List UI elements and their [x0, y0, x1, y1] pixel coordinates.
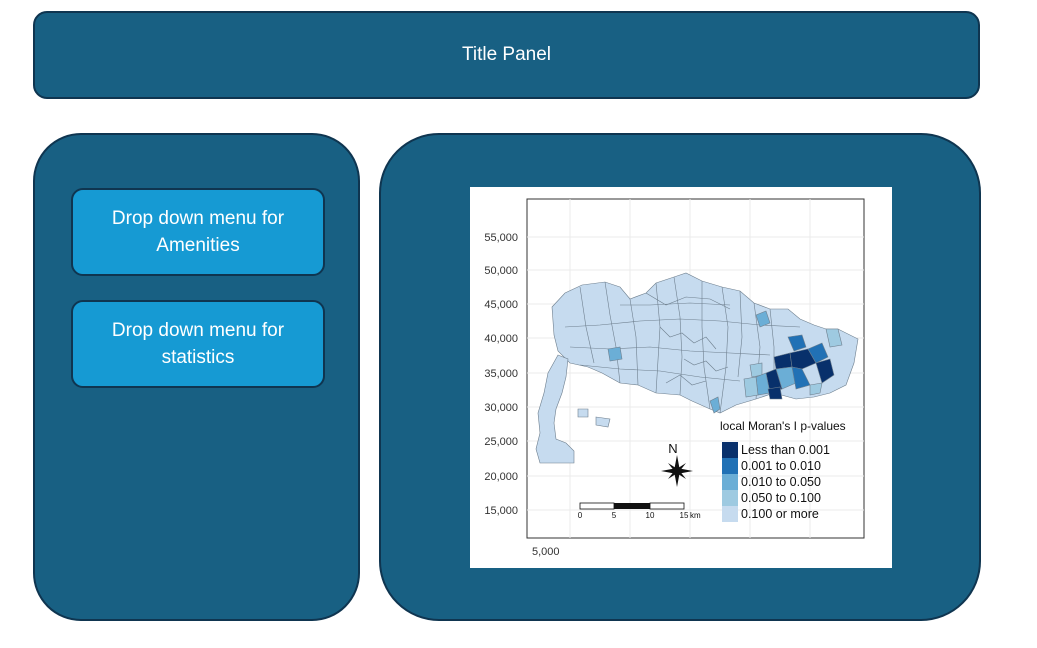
amenities-dropdown-label: Drop down menu for Amenities [111, 208, 285, 256]
scale-tick-label: 10 [646, 511, 655, 520]
title-panel: Title Panel [33, 11, 980, 99]
scale-tick-label: 0 [578, 511, 583, 520]
legend-swatch [722, 474, 738, 490]
scale-tick-label: 5 [612, 511, 617, 520]
choropleth-map: 55,000 50,000 45,000 40,000 35,000 30,00… [470, 187, 892, 568]
title-panel-label: Title Panel [461, 44, 552, 65]
legend-label: 0.010 to 0.050 [741, 475, 821, 489]
scale-tick-label: 15 [680, 511, 689, 520]
y-tick-label: 25,000 [484, 436, 518, 448]
map-legend: local Moran's I p-values Less than 0.001… [720, 419, 846, 522]
scale-bar: 0 5 10 15 km [578, 502, 701, 520]
main-panel: 55,000 50,000 45,000 40,000 35,000 30,00… [379, 133, 981, 621]
legend-swatch [722, 458, 738, 474]
statistics-dropdown-label: Drop down menu for statistics [111, 320, 285, 368]
sidebar-panel: Drop down menu for Amenities Drop down m… [33, 133, 360, 621]
statistics-dropdown[interactable]: Drop down menu for statistics [71, 300, 325, 388]
north-label: N [668, 441, 677, 456]
y-tick-label: 20,000 [484, 471, 518, 483]
gridlines [527, 199, 864, 538]
y-tick-label: 35,000 [484, 368, 518, 380]
y-tick-label: 30,000 [484, 402, 518, 414]
map-regions [535, 272, 859, 464]
y-axis: 55,000 50,000 45,000 40,000 35,000 30,00… [484, 232, 518, 517]
y-tick-label: 50,000 [484, 265, 518, 277]
y-tick-label: 15,000 [484, 505, 518, 517]
legend-label: Less than 0.001 [741, 443, 830, 457]
y-tick-label: 55,000 [484, 232, 518, 244]
y-tick-label: 40,000 [484, 333, 518, 345]
legend-swatch [722, 506, 738, 522]
y-tick-label: 45,000 [484, 299, 518, 311]
x-tick-label: 5,000 [532, 546, 560, 558]
legend-label: 0.001 to 0.010 [741, 459, 821, 473]
map-canvas: 55,000 50,000 45,000 40,000 35,000 30,00… [484, 198, 865, 558]
legend-title: local Moran's I p-values [720, 419, 846, 433]
legend-swatch [722, 442, 738, 458]
legend-label: 0.100 or more [741, 507, 819, 521]
amenities-dropdown[interactable]: Drop down menu for Amenities [71, 188, 325, 276]
legend-swatch [722, 490, 738, 506]
scale-unit-label: km [690, 511, 701, 520]
legend-label: 0.050 to 0.100 [741, 491, 821, 505]
north-arrow-icon: N [661, 441, 693, 487]
